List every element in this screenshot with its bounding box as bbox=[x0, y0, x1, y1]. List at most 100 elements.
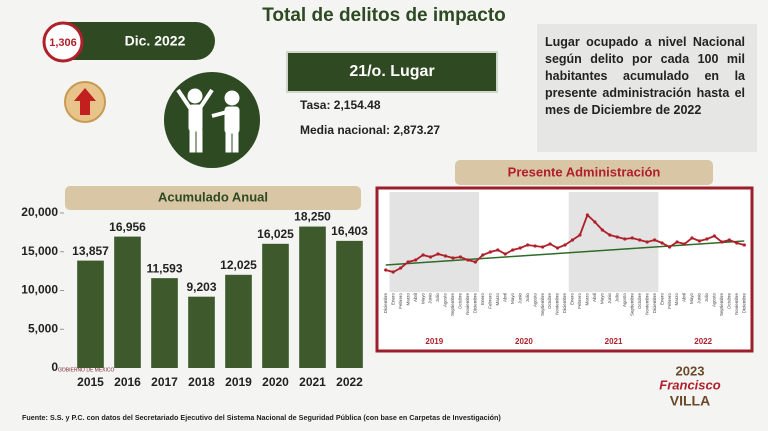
point bbox=[540, 245, 545, 249]
x-tick-label: Octubre bbox=[458, 293, 463, 310]
point bbox=[533, 244, 537, 248]
point bbox=[466, 258, 470, 262]
x-tick-label: Febrero bbox=[398, 293, 403, 309]
x-tick-label: Febrero bbox=[577, 293, 582, 309]
point bbox=[555, 246, 560, 250]
point bbox=[391, 270, 395, 274]
x-tick-label: Diciembre bbox=[473, 293, 478, 314]
value-label: 13,857 bbox=[72, 244, 109, 258]
point bbox=[399, 266, 403, 270]
x-tick-label: Diciembre bbox=[383, 293, 388, 314]
x-tick-label: 2020 bbox=[262, 375, 289, 389]
x-tick-label: 2015 bbox=[77, 375, 104, 389]
point bbox=[742, 243, 746, 247]
x-tick-label: Enero bbox=[390, 293, 395, 306]
x-tick-label: 2018 bbox=[188, 375, 215, 389]
x-tick-label: Julio bbox=[614, 293, 619, 303]
line-title: Presente Administración bbox=[508, 164, 661, 179]
point bbox=[511, 248, 515, 252]
x-tick-label: Octubre bbox=[727, 293, 732, 310]
point bbox=[593, 220, 597, 224]
point bbox=[667, 245, 672, 249]
x-tick-label: Agosto bbox=[443, 293, 448, 308]
period-pill bbox=[45, 22, 215, 60]
point bbox=[548, 242, 552, 246]
x-tick-label: Febrero bbox=[667, 293, 672, 309]
x-tick-label: Septiembre bbox=[450, 293, 455, 317]
point bbox=[585, 213, 590, 217]
line-header bbox=[455, 160, 713, 185]
point bbox=[720, 240, 724, 244]
bar bbox=[77, 260, 104, 368]
x-tick-label: Agosto bbox=[712, 293, 717, 308]
x-tick-label: Julio bbox=[704, 293, 709, 303]
x-tick-label: 2016 bbox=[114, 375, 141, 389]
x-tick-label: 2022 bbox=[336, 375, 363, 389]
gov-logo: GOBIERNO DE MÉXICO bbox=[58, 366, 115, 373]
value-label: 12,025 bbox=[220, 258, 257, 272]
rank-box bbox=[286, 51, 498, 93]
y-tick-label: 10,000 bbox=[21, 283, 58, 297]
x-tick-label: Diciembre bbox=[741, 293, 746, 314]
x-tick-label: Marzo bbox=[405, 293, 410, 306]
year-label: 2020 bbox=[515, 337, 533, 346]
point bbox=[608, 233, 612, 237]
point bbox=[578, 233, 582, 237]
y-tick-label: 5,000 bbox=[28, 321, 58, 335]
y-tick-label: 15,000 bbox=[21, 244, 58, 258]
value-label: 18,250 bbox=[294, 210, 331, 224]
point bbox=[526, 243, 530, 247]
point bbox=[690, 236, 694, 240]
value-label: 11,593 bbox=[146, 261, 182, 275]
x-tick-label: 2021 bbox=[299, 375, 326, 389]
x-tick-label: Mayo bbox=[420, 293, 425, 305]
x-tick-label: Noviembre bbox=[465, 293, 470, 315]
point bbox=[503, 252, 507, 256]
point bbox=[570, 238, 575, 242]
bar bbox=[225, 274, 252, 368]
point bbox=[623, 237, 627, 241]
bar bbox=[188, 296, 215, 368]
badge-circle bbox=[42, 21, 84, 63]
badge: 1,306 bbox=[49, 37, 77, 49]
x-tick-label: Octubre bbox=[637, 293, 642, 310]
point bbox=[645, 240, 649, 244]
x-tick-label: Mayo bbox=[600, 293, 605, 305]
point bbox=[473, 260, 477, 264]
bar bbox=[151, 278, 178, 368]
title: Total de delitos de impacto bbox=[262, 5, 506, 26]
x-tick-label: Noviembre bbox=[644, 293, 649, 315]
x-tick-label: 2017 bbox=[151, 375, 178, 389]
bar-title: Acumulado Anual bbox=[158, 189, 268, 204]
point bbox=[488, 250, 492, 254]
rank: 21/o. Lugar bbox=[349, 63, 434, 80]
year-band bbox=[568, 192, 659, 292]
x-tick-label: Julio bbox=[525, 293, 530, 303]
logo-surname: VILLA bbox=[670, 393, 710, 409]
point bbox=[653, 238, 657, 242]
x-tick-label: Agosto bbox=[622, 293, 627, 308]
national-rate: Media nacional: 2,873.27 bbox=[300, 123, 440, 137]
point bbox=[675, 240, 679, 244]
point bbox=[421, 253, 425, 257]
value-label: 9,203 bbox=[186, 280, 216, 294]
up-arrow bbox=[74, 88, 96, 115]
point bbox=[682, 242, 687, 246]
value-label: 16,403 bbox=[331, 224, 368, 238]
point bbox=[705, 237, 709, 241]
x-tick-label: Septiembre bbox=[540, 293, 545, 317]
point bbox=[384, 268, 388, 272]
x-tick-label: Agosto bbox=[532, 293, 537, 308]
point bbox=[630, 236, 634, 240]
year-label: 2019 bbox=[425, 337, 443, 346]
x-tick-label: Abril bbox=[502, 293, 507, 302]
point bbox=[600, 228, 604, 232]
x-tick-label: Junio bbox=[428, 293, 433, 304]
x-tick-label: Noviembre bbox=[555, 293, 560, 315]
point bbox=[727, 238, 731, 242]
year-label: 2022 bbox=[694, 337, 712, 346]
x-tick-label: Septiembre bbox=[629, 293, 634, 317]
x-tick-label: Diciembre bbox=[562, 293, 567, 314]
note-box bbox=[537, 24, 757, 152]
